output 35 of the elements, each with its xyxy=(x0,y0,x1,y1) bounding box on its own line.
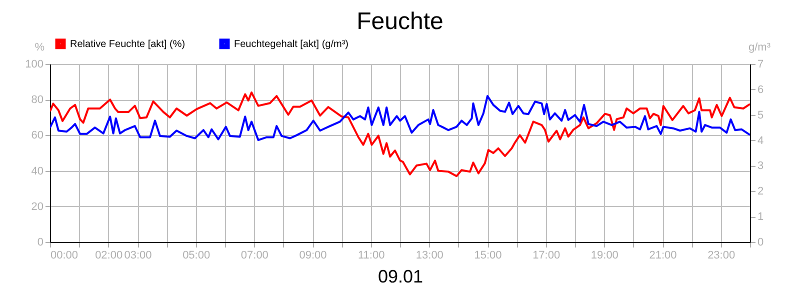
y-tick-label: 80 xyxy=(31,94,44,106)
y2-tick-label: 6 xyxy=(758,84,764,96)
x-tick-label: 19:00 xyxy=(590,250,618,262)
y-tick-label: 40 xyxy=(31,165,44,178)
y2-tick-label: 3 xyxy=(758,160,764,172)
x-tick-label: 23:00 xyxy=(708,250,736,262)
y-tick-label: 100 xyxy=(25,58,44,70)
line-series xyxy=(50,95,750,142)
y-tick-label: 20 xyxy=(31,200,44,213)
x-tick-label: 03:00 xyxy=(124,250,152,262)
legend-label: Feuchtegehalt [akt] (g/m³) xyxy=(234,38,348,50)
x-tick-label: 13:00 xyxy=(416,250,444,262)
y2-tick-label: 7 xyxy=(758,58,764,70)
x-tick-label: 02:00 xyxy=(95,250,123,262)
x-tick-label: 00:00 xyxy=(50,250,78,262)
y2-tick-label: 4 xyxy=(758,134,764,147)
x-tick-label: 07:00 xyxy=(240,250,268,262)
line-series xyxy=(50,91,750,178)
x-tick-label: 15:00 xyxy=(474,250,502,262)
x-tick-label: 05:00 xyxy=(182,250,210,262)
y2-tick-label: 5 xyxy=(758,109,764,122)
x-axis-title: 09.01 xyxy=(378,266,424,286)
chart-title: Feuchte xyxy=(356,8,444,35)
y2-tick-label: 0 xyxy=(758,236,764,248)
x-tick-label: 09:00 xyxy=(299,250,327,262)
y-axis-title: % xyxy=(34,42,45,54)
y2-axis-title: g/m³ xyxy=(748,42,771,54)
x-tick-label: 17:00 xyxy=(532,250,560,262)
x-tick-label: 21:00 xyxy=(649,250,677,262)
y2-tick-label: 2 xyxy=(758,186,764,198)
x-tick-label: 11:00 xyxy=(358,250,385,262)
y2-tick-label: 1 xyxy=(758,211,764,224)
y-tick-label: 0 xyxy=(37,236,44,248)
legend-label: Relative Feuchte [akt] (%) xyxy=(70,38,186,50)
y-tick-label: 60 xyxy=(31,130,44,142)
